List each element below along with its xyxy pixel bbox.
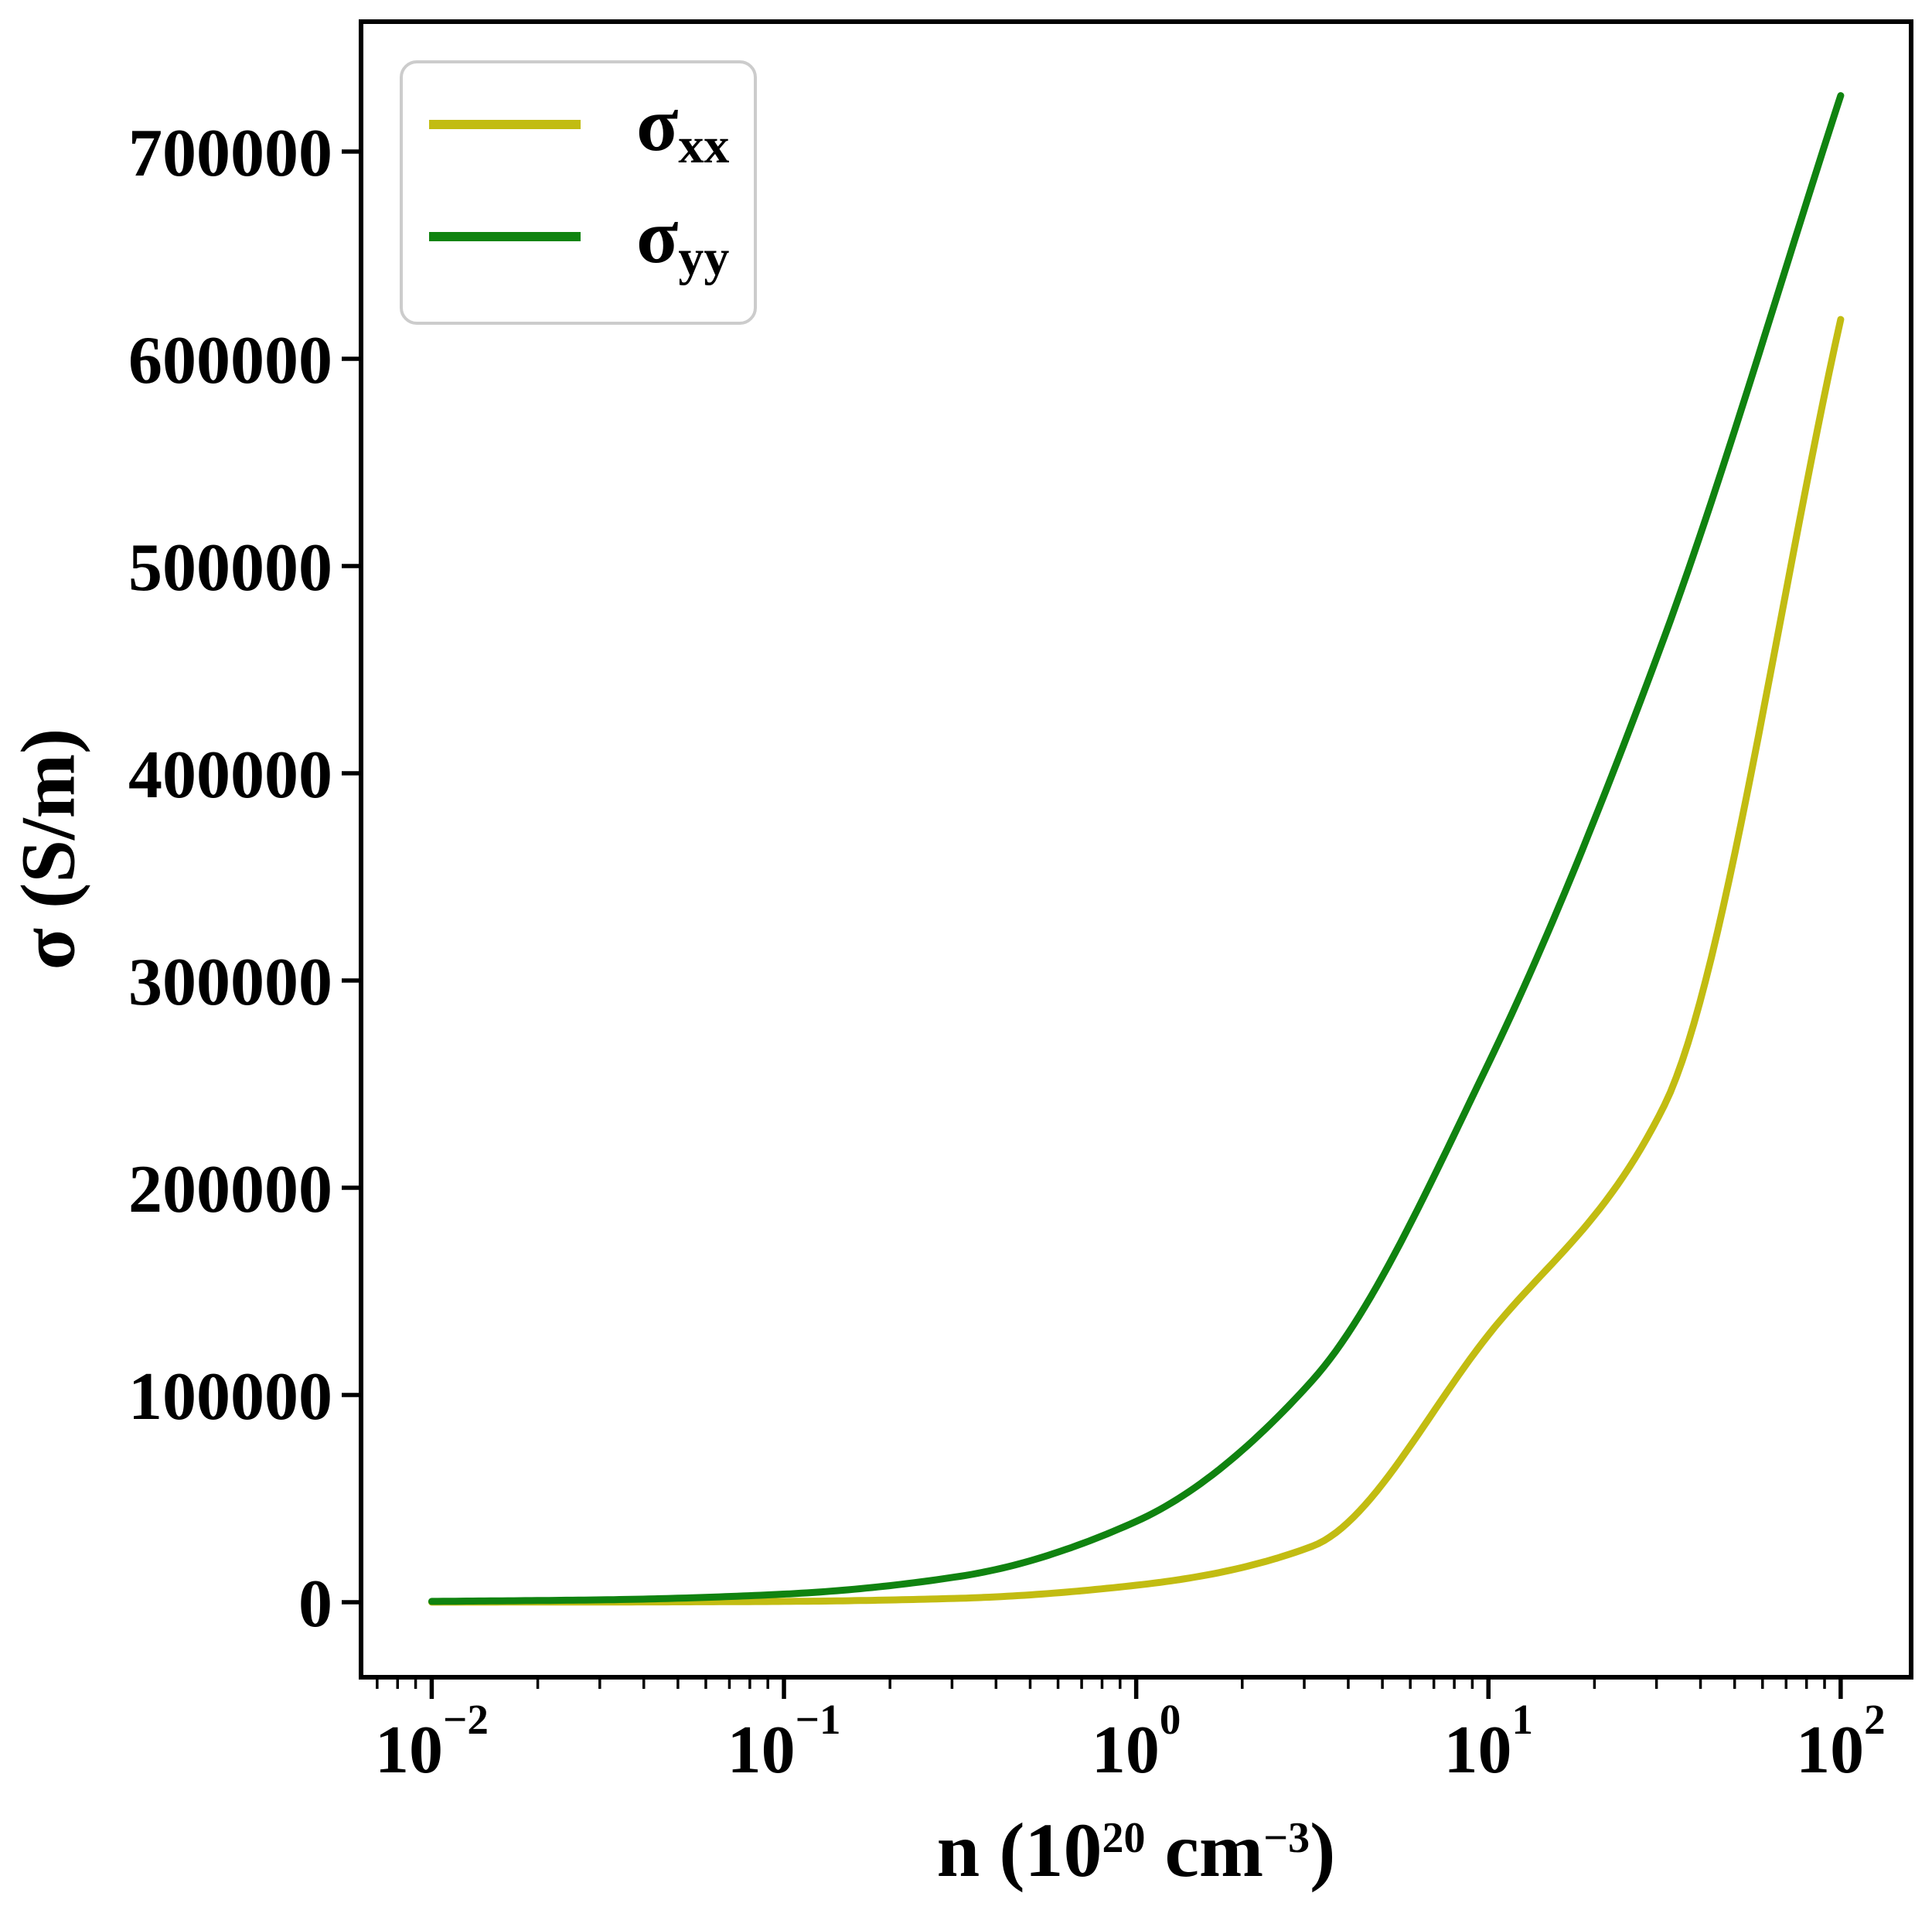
x-axis-label-part: n (10 [936,1807,1102,1893]
x-tick-label: 10−1 [727,1696,841,1788]
x-axis-label-superscript: 20 [1102,1814,1146,1863]
legend-item-sigma-xx: σxx [403,68,754,180]
y-tick-label: 500000 [128,530,332,605]
y-tick-label: 200000 [128,1152,332,1227]
y-axis-label: σ (S/m) [5,728,91,970]
x-axis-label: n (1020 cm−3) [361,1812,1911,1889]
legend-swatch-sigma-xx [429,119,581,129]
x-tick-label: 101 [1444,1696,1534,1788]
legend-label-subscript: yy [678,230,730,286]
curve-sigma-yy [428,92,1845,1605]
legend-item-sigma-yy: σyy [403,180,754,292]
x-tick-label: 10−2 [375,1696,489,1788]
legend-label-sigma-yy: σyy [636,197,729,284]
y-tick-label: 0 [298,1567,332,1642]
x-tick-label: 100 [1092,1696,1181,1788]
y-tick-label: 700000 [128,116,332,191]
curve-sigma-xx [428,315,1845,1606]
legend-label-sigma-xx: σxx [636,85,729,172]
legend-label-main: σ [636,193,679,279]
y-tick-label: 400000 [128,738,332,813]
x-axis-label-superscript: −3 [1263,1814,1310,1863]
y-tick-label: 100000 [128,1359,332,1434]
legend: σxx σyy [400,60,757,325]
y-tick-label: 600000 [128,323,332,398]
legend-label-subscript: xx [678,118,730,174]
x-axis-label-part: ) [1310,1807,1336,1893]
legend-swatch-sigma-yy [429,231,581,241]
y-tick-label: 300000 [128,945,332,1020]
legend-label-main: σ [636,80,679,167]
x-tick-label: 102 [1796,1696,1886,1788]
x-axis-label-part: cm [1145,1807,1264,1893]
